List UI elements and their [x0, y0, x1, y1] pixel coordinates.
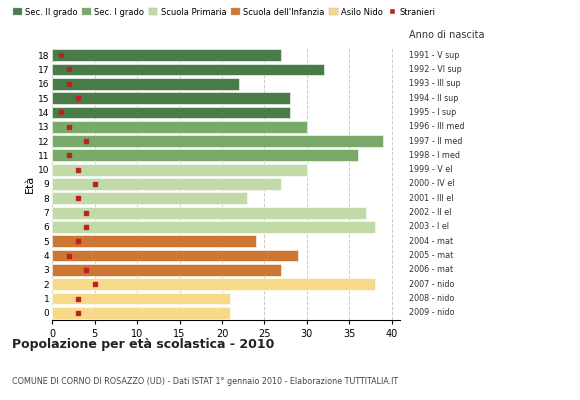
Text: 2006 - mat: 2006 - mat [409, 265, 453, 274]
Bar [52, 235, 256, 247]
Text: 1995 - I sup: 1995 - I sup [409, 108, 456, 117]
Text: 2008 - nido: 2008 - nido [409, 294, 454, 303]
Bar [52, 121, 307, 133]
Text: 2000 - IV el: 2000 - IV el [409, 180, 454, 188]
Bar [52, 164, 307, 176]
Bar [52, 78, 239, 90]
Text: 1996 - III med: 1996 - III med [409, 122, 465, 131]
Legend: Sec. II grado, Sec. I grado, Scuola Primaria, Scuola dell'Infanzia, Asilo Nido, : Sec. II grado, Sec. I grado, Scuola Prim… [10, 4, 439, 20]
Bar [52, 49, 281, 61]
Bar [52, 207, 366, 218]
Text: 2005 - mat: 2005 - mat [409, 251, 453, 260]
Bar [52, 106, 290, 118]
Text: 2004 - mat: 2004 - mat [409, 237, 453, 246]
Text: Popolazione per età scolastica - 2010: Popolazione per età scolastica - 2010 [12, 338, 274, 351]
Bar [52, 221, 375, 233]
Text: 1991 - V sup: 1991 - V sup [409, 51, 459, 60]
Text: 1997 - II med: 1997 - II med [409, 136, 462, 146]
Text: Anno di nascita: Anno di nascita [409, 30, 484, 40]
Text: 1999 - V el: 1999 - V el [409, 165, 452, 174]
Bar [52, 64, 324, 75]
Text: 2001 - III el: 2001 - III el [409, 194, 454, 203]
Bar [52, 278, 375, 290]
Bar [52, 293, 230, 304]
Bar [52, 178, 281, 190]
Bar [52, 307, 230, 319]
Text: 2007 - nido: 2007 - nido [409, 280, 454, 289]
Bar [52, 135, 383, 147]
Text: COMUNE DI CORNO DI ROSAZZO (UD) - Dati ISTAT 1° gennaio 2010 - Elaborazione TUTT: COMUNE DI CORNO DI ROSAZZO (UD) - Dati I… [12, 377, 398, 386]
Bar [52, 92, 290, 104]
Text: 2009 - nido: 2009 - nido [409, 308, 454, 317]
Text: 1993 - III sup: 1993 - III sup [409, 79, 461, 88]
Text: 1992 - VI sup: 1992 - VI sup [409, 65, 462, 74]
Bar [52, 150, 358, 161]
Bar [52, 264, 281, 276]
Bar [52, 192, 248, 204]
Text: 2003 - I el: 2003 - I el [409, 222, 449, 232]
Text: 2002 - II el: 2002 - II el [409, 208, 451, 217]
Y-axis label: Età: Età [25, 175, 35, 193]
Bar [52, 250, 298, 262]
Text: 1994 - II sup: 1994 - II sup [409, 94, 458, 103]
Text: 1998 - I med: 1998 - I med [409, 151, 460, 160]
